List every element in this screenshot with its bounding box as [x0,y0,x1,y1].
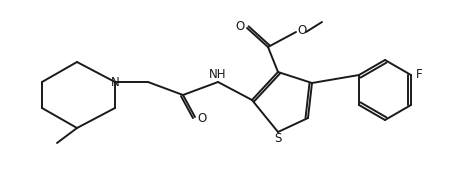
Text: NH: NH [209,68,227,81]
Text: O: O [298,23,307,37]
Text: O: O [235,21,245,34]
Text: N: N [110,76,119,89]
Text: F: F [416,69,422,81]
Text: O: O [198,113,207,125]
Text: S: S [274,132,282,145]
